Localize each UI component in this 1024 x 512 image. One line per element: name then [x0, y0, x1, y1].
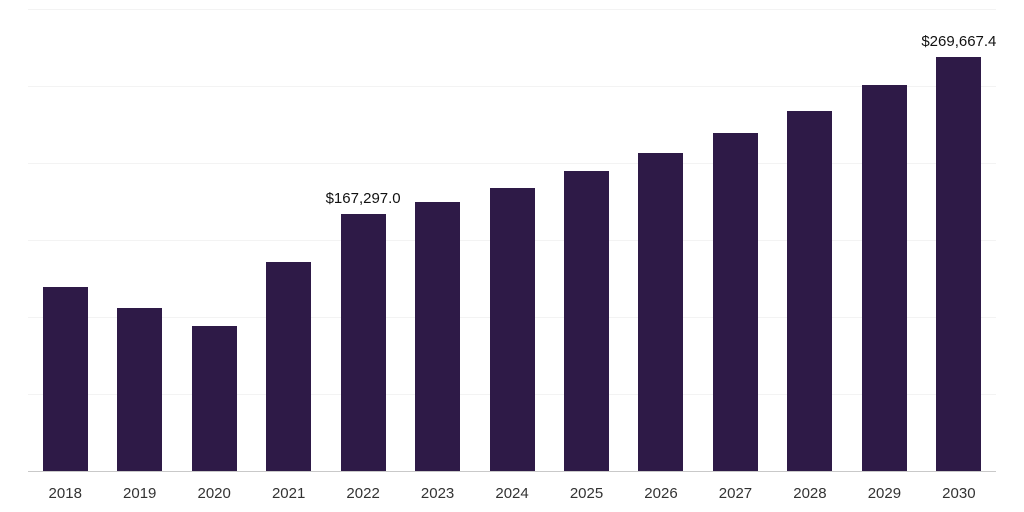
bar-slot-2027	[698, 10, 772, 471]
bar-2030: $269,667.4	[921, 33, 996, 471]
x-axis: 2018 2019 2020 2021 2022 2023 2024 2025 2026 2027…	[28, 472, 996, 512]
bar-slot-2029	[847, 10, 921, 471]
bar-slot-2023	[400, 10, 474, 471]
data-label-2030: $269,667.4	[921, 32, 997, 50]
bar-2025	[564, 170, 610, 471]
bar-slot-2030: $269,667.4	[921, 10, 996, 471]
x-tick-label-2029: 2029	[867, 485, 902, 502]
bar-2028	[787, 110, 833, 471]
bar-slot-2025	[549, 10, 623, 471]
bar-slot-2026	[624, 10, 698, 471]
bar-2021	[266, 261, 312, 471]
bar-2023	[415, 202, 461, 471]
bar-slot-2028	[773, 10, 847, 471]
x-tick-label-2024: 2024	[495, 485, 529, 502]
x-tick-label-2019: 2019	[123, 485, 157, 502]
x-tick-label-2025: 2025	[569, 485, 604, 502]
x-tick-label-2021: 2021	[271, 485, 306, 502]
plot-area: $167,297.0 $269,667.4	[28, 10, 996, 472]
x-tick-label-2030: 2030	[942, 485, 976, 502]
gridline	[28, 9, 996, 10]
bar-slot-2020	[177, 10, 251, 471]
bar-slot-2019	[102, 10, 176, 471]
bar-slot-2022: $167,297.0	[326, 10, 401, 471]
data-label-2022: $167,297.0	[325, 189, 401, 207]
bar-2026	[638, 153, 684, 471]
bar-2020	[191, 325, 237, 471]
bar-2029	[861, 85, 907, 471]
bar-2018	[42, 286, 88, 471]
x-tick-label-2022: 2022	[346, 485, 380, 502]
x-tick-label-2023: 2023	[420, 485, 455, 502]
x-tick-label-2018: 2018	[48, 485, 82, 502]
x-tick-label-2020: 2020	[197, 485, 231, 502]
bar-slot-2021	[251, 10, 325, 471]
gridline	[28, 86, 996, 87]
bar-2027	[712, 132, 758, 471]
x-tick-label-2026: 2026	[644, 485, 678, 502]
bar-slot-2018	[28, 10, 102, 471]
bar-2022: $167,297.0	[326, 190, 401, 471]
bar-2019	[117, 308, 163, 471]
bar-slot-2024	[475, 10, 549, 471]
bar-2024	[489, 187, 535, 471]
gridline	[28, 163, 996, 165]
x-tick-label-2028: 2028	[793, 485, 827, 502]
x-tick-label-2027: 2027	[718, 485, 753, 502]
